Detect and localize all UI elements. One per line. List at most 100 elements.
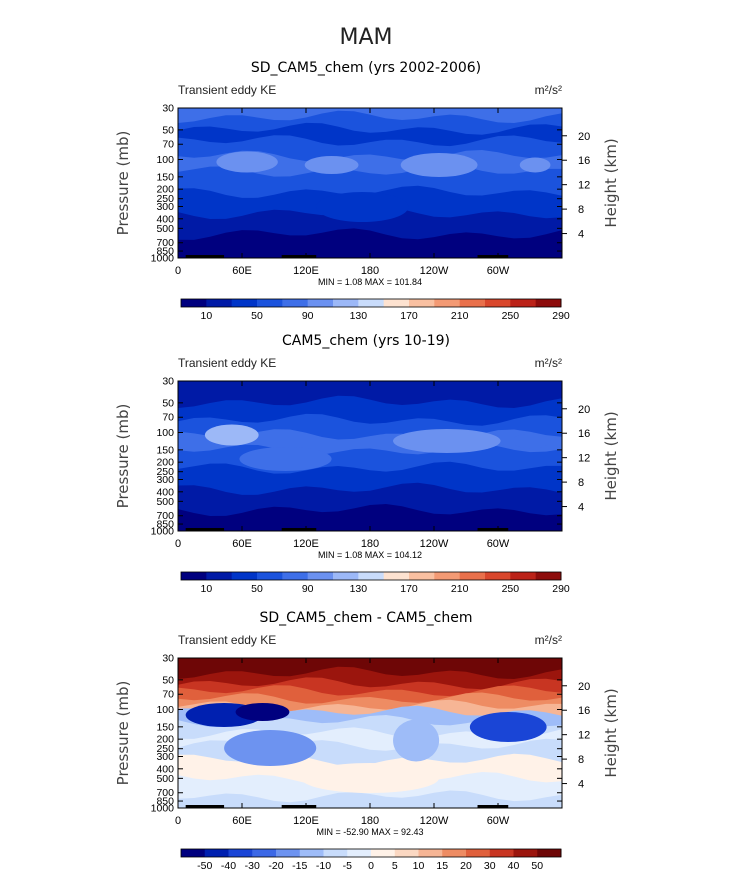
x-tick-label: 180 <box>361 538 379 550</box>
min-max-stats: MIN = 1.08 MAX = 101.84 <box>318 277 422 287</box>
colorbar-swatch <box>510 299 537 307</box>
colorbar-swatch <box>257 572 283 580</box>
y-tick-label: 400 <box>156 213 174 225</box>
contour-blob <box>235 703 290 721</box>
x-tick-label: 60W <box>487 815 510 827</box>
x-tick-label: 60E <box>232 265 252 277</box>
x-tick-label: 0 <box>175 815 181 827</box>
colorbar-swatch <box>409 572 435 580</box>
y-tick-label: 1000 <box>151 803 175 815</box>
contour-blob <box>316 192 409 222</box>
y-tick-label: 250 <box>156 743 174 755</box>
terrain <box>477 528 509 531</box>
colorbar-label: 210 <box>451 583 469 595</box>
y-tick-label: 300 <box>156 201 174 213</box>
colorbar-swatch <box>459 572 486 580</box>
colorbar-label: -30 <box>245 860 260 872</box>
y-tick-label: 700 <box>156 510 174 522</box>
panel-2: CAM5_chem (yrs 10-19) Transient eddy KE m²… <box>114 333 620 595</box>
x-tick-label: 60E <box>232 538 252 550</box>
panel-1: SD_CAM5_chem (yrs 2002-2006) Transient ed… <box>114 60 620 322</box>
colorbar-swatch <box>252 849 277 857</box>
colorbar-swatch <box>537 849 562 857</box>
colorbar-label: 50 <box>251 310 263 322</box>
y-axis-label: Pressure (mb) <box>114 404 132 509</box>
right-y-tick-label: 16 <box>578 155 590 167</box>
colorbar-swatch <box>282 299 309 307</box>
x-tick-label: 120E <box>293 815 319 827</box>
panels-group: SD_CAM5_chem (yrs 2002-2006) Transient ed… <box>114 60 620 872</box>
colorbar-label: -40 <box>221 860 236 872</box>
colorbar: 10 50 90 130 170 210 250 290 <box>180 571 570 595</box>
contour-band <box>178 504 562 531</box>
contour-blob <box>224 730 317 766</box>
right-y-tick-label: 12 <box>578 453 590 465</box>
right-y-tick-label: 4 <box>578 229 584 241</box>
colorbar-frame <box>180 848 562 858</box>
y-tick-label: 500 <box>156 223 174 235</box>
right-y-tick-label: 16 <box>578 705 590 717</box>
terrain <box>281 805 317 808</box>
colorbar-swatch <box>307 572 334 580</box>
right-y-axis-label: Height (km) <box>602 138 620 227</box>
colorbar-label: 0 <box>368 860 374 872</box>
y-tick-label: 400 <box>156 763 174 775</box>
colorbar-swatch <box>371 849 396 857</box>
colorbar-swatch <box>535 572 562 580</box>
terrain <box>281 528 317 531</box>
y-tick-label: 50 <box>162 674 174 686</box>
colorbar-label: 40 <box>508 860 520 872</box>
contour-blob <box>519 157 551 173</box>
y-tick-label: 400 <box>156 486 174 498</box>
panel-title: CAM5_chem (yrs 10-19) <box>282 333 450 349</box>
colorbar-label: -20 <box>268 860 283 872</box>
contour-blob <box>216 151 278 173</box>
colorbar-swatch <box>510 572 537 580</box>
x-tick-label: 180 <box>361 815 379 827</box>
colorbar-swatch <box>181 849 206 857</box>
x-tick-label: 60W <box>487 265 510 277</box>
panel-title: SD_CAM5_chem (yrs 2002-2006) <box>251 60 481 76</box>
y-tick-label: 150 <box>156 171 174 183</box>
colorbar-swatch <box>299 849 324 857</box>
colorbar-swatch <box>204 849 229 857</box>
min-max-stats: MIN = -52.90 MAX = 92.43 <box>316 827 423 837</box>
colorbar-swatch <box>358 572 385 580</box>
colorbar-swatch <box>347 849 372 857</box>
colorbar-swatch <box>333 572 359 580</box>
y-tick-label: 100 <box>156 704 174 716</box>
panel-units: m²/s² <box>535 83 562 97</box>
y-tick-label: 700 <box>156 787 174 799</box>
right-y-axis-label: Height (km) <box>602 411 620 500</box>
contour-band <box>178 790 562 808</box>
x-tick-label: 60W <box>487 538 510 550</box>
panel-units: m²/s² <box>535 633 562 647</box>
y-tick-label: 500 <box>156 773 174 785</box>
x-tick-label: 120W <box>420 815 449 827</box>
y-tick-label: 200 <box>156 457 174 469</box>
contour-blob <box>300 763 440 793</box>
right-y-tick-label: 16 <box>578 428 590 440</box>
y-tick-label: 300 <box>156 474 174 486</box>
y-tick-label: 850 <box>156 519 174 531</box>
colorbar-label: 170 <box>400 583 418 595</box>
colorbar-swatch <box>442 849 467 857</box>
y-tick-label: 30 <box>162 653 174 665</box>
contour-blob <box>393 429 501 453</box>
contour-blob <box>204 424 259 446</box>
colorbar-label: 50 <box>531 860 543 872</box>
colorbar: -50 -40 -30 -20 -15 -10 -5 0 5 10 15 20 30 40 50 <box>180 848 562 872</box>
colorbar-label: 10 <box>200 310 212 322</box>
right-y-tick-label: 20 <box>578 681 590 693</box>
y-tick-label: 300 <box>156 751 174 763</box>
colorbar-swatch <box>434 299 461 307</box>
colorbar-swatch <box>257 299 283 307</box>
colorbar-label: 250 <box>502 583 520 595</box>
contour-blob <box>400 153 478 177</box>
x-tick-label: 180 <box>361 265 379 277</box>
y-tick-label: 30 <box>162 103 174 115</box>
colorbar-label: -15 <box>292 860 307 872</box>
colorbar-frame <box>180 298 562 308</box>
contour-band <box>178 228 562 258</box>
right-y-tick-label: 8 <box>578 754 584 766</box>
